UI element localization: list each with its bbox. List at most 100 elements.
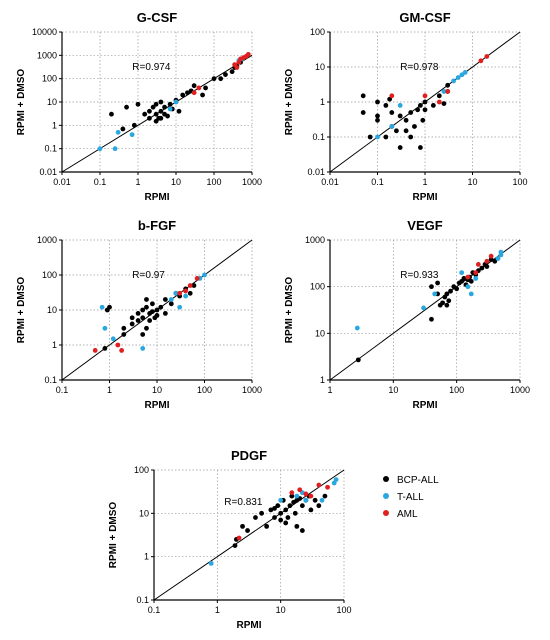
data-point xyxy=(144,325,149,331)
y-tick-label: 10000 xyxy=(32,27,57,37)
correlation-label: R=0.978 xyxy=(400,62,439,73)
data-point xyxy=(394,128,399,134)
data-point xyxy=(236,535,242,541)
chart-g-csf: 0.01 0.1 1 10 100 1000 0.01 0.1 1 10 100 1000 10000 G… xyxy=(16,10,262,203)
data-point xyxy=(289,493,295,499)
data-point xyxy=(223,72,228,77)
legend-label-aml: AML xyxy=(397,509,418,520)
data-point xyxy=(333,477,339,483)
data-point xyxy=(177,290,183,296)
data-point xyxy=(454,286,460,292)
chart-title: G-CSF xyxy=(137,10,178,25)
data-point xyxy=(473,276,479,281)
data-point xyxy=(264,523,270,529)
x-tick-label: 1 xyxy=(327,385,332,395)
data-point xyxy=(468,278,474,284)
x-tick-label: 0.1 xyxy=(148,605,161,615)
y-axis-label: RPMI + DMSO xyxy=(284,277,295,344)
data-point xyxy=(162,104,167,110)
y-tick-label: 10 xyxy=(47,97,57,107)
data-point xyxy=(445,82,451,88)
identity-line xyxy=(329,239,521,381)
data-point xyxy=(360,93,366,99)
data-point xyxy=(498,249,504,255)
y-tick-label: 10 xyxy=(315,328,325,338)
y-tick-label: 10 xyxy=(47,305,57,315)
data-point xyxy=(488,253,494,259)
data-point xyxy=(484,54,490,59)
data-point xyxy=(177,304,183,310)
x-tick-label: 10 xyxy=(388,385,398,395)
chart-title: VEGF xyxy=(407,218,442,233)
data-point xyxy=(308,493,314,499)
data-point xyxy=(375,113,380,119)
data-point xyxy=(129,315,135,321)
correlation-label: R=0.831 xyxy=(224,497,263,508)
data-point xyxy=(144,297,149,302)
data-point xyxy=(448,288,453,294)
data-point xyxy=(461,276,467,281)
x-tick-label: 1000 xyxy=(242,385,262,395)
data-point xyxy=(383,102,389,108)
x-tick-label: 0.1 xyxy=(371,177,384,187)
legend-marker-bcp-all xyxy=(383,476,389,482)
legend: BCP-ALL T-ALL AML xyxy=(383,475,439,520)
y-axis-label: RPMI + DMSO xyxy=(108,502,119,569)
data-point xyxy=(180,92,186,98)
data-point xyxy=(278,517,284,523)
data-point xyxy=(144,304,149,310)
y-tick-label: 10 xyxy=(139,508,149,518)
data-point xyxy=(484,264,490,269)
data-point xyxy=(441,89,447,94)
correlation-label: R=0.974 xyxy=(132,62,171,73)
data-point xyxy=(422,99,428,105)
data-point xyxy=(167,101,173,107)
data-point xyxy=(191,90,197,96)
data-point xyxy=(129,132,135,138)
data-point xyxy=(299,528,305,533)
data-point xyxy=(154,313,160,318)
data-point xyxy=(303,497,309,503)
data-point xyxy=(436,99,442,105)
x-axis-label: RPMI xyxy=(413,400,438,411)
data-point xyxy=(289,490,295,496)
data-point xyxy=(294,493,300,499)
data-point xyxy=(135,101,141,107)
data-point xyxy=(115,129,121,135)
data-point xyxy=(268,507,274,513)
x-axis-label: RPMI xyxy=(145,192,170,203)
data-point xyxy=(176,108,182,114)
correlation-label: R=0.97 xyxy=(132,270,165,281)
data-point xyxy=(492,258,498,264)
data-point xyxy=(183,293,188,299)
data-point xyxy=(135,310,141,316)
data-point xyxy=(200,92,205,98)
data-point xyxy=(367,134,373,140)
data-point xyxy=(422,93,428,99)
data-point xyxy=(420,117,426,123)
data-point xyxy=(149,309,155,315)
data-point xyxy=(92,348,98,353)
y-tick-label: 100 xyxy=(310,27,325,37)
data-point xyxy=(408,134,414,140)
data-point xyxy=(435,280,441,286)
chart-vegf: 1 10 100 1000 1 10 100 1000 VEGF RPMI RPMI + DMSO R… xyxy=(284,218,530,411)
data-point xyxy=(162,310,168,316)
chart-title: GM-CSF xyxy=(399,10,450,25)
data-point xyxy=(360,110,366,115)
data-point xyxy=(115,342,121,348)
data-point xyxy=(245,528,250,533)
chart-pdgf: 0.1 1 10 100 0.1 1 10 100 PDGF RPMI RPMI + DMSO R=0… xyxy=(108,448,352,631)
data-point xyxy=(121,325,127,331)
data-point xyxy=(191,283,197,288)
data-point xyxy=(417,145,423,150)
x-tick-label: 10 xyxy=(171,177,181,187)
chart-title: PDGF xyxy=(231,448,267,463)
data-point xyxy=(168,301,174,307)
chart-b-fgf: 0.1 1 10 100 1000 0.1 1 10 100 1000 b-FGF RPMI RPMI … xyxy=(16,218,262,411)
x-tick-label: 1 xyxy=(215,605,220,615)
data-point xyxy=(245,51,251,57)
data-point xyxy=(468,291,474,297)
y-tick-label: 0.01 xyxy=(39,167,57,177)
data-point xyxy=(444,302,450,308)
